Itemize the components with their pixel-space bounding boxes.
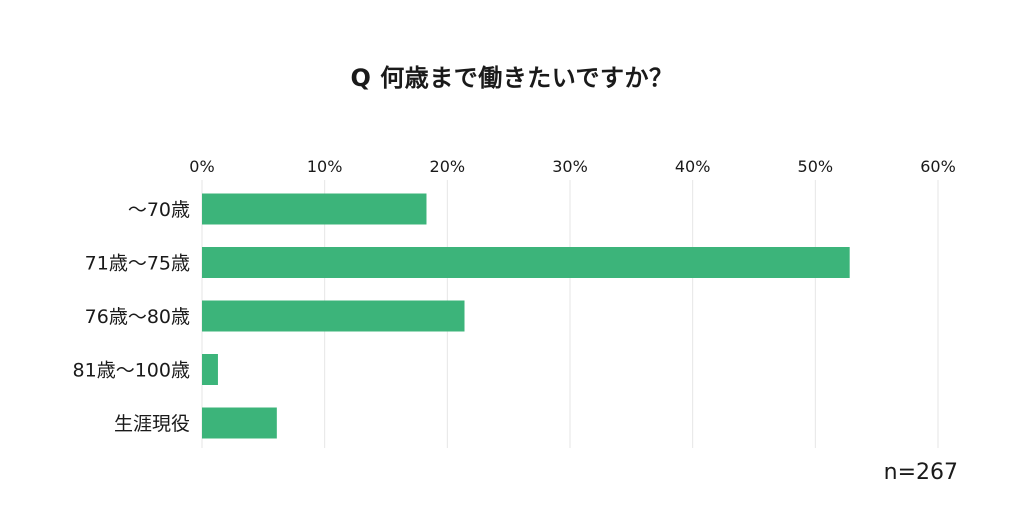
category-label: 生涯現役 xyxy=(114,413,190,435)
category-label: 76歳〜80歳 xyxy=(85,306,190,328)
x-tick-label: 0% xyxy=(189,157,214,176)
category-label: 71歳〜75歳 xyxy=(85,253,190,275)
bar xyxy=(202,407,277,439)
category-label: 〜70歳 xyxy=(128,199,190,221)
x-tick-label: 30% xyxy=(552,157,588,176)
x-axis-ticks: 0% 10% 20% 30% 40% 50% 60% xyxy=(189,157,955,176)
bar xyxy=(202,354,218,385)
bar xyxy=(202,247,850,278)
bar xyxy=(202,300,465,332)
bar xyxy=(202,193,427,225)
x-tick-label: 10% xyxy=(307,157,343,176)
chart-title: Q 何歳まで働きたいですか？ xyxy=(350,64,674,92)
sample-size-note: n=267 xyxy=(883,460,958,485)
category-label: 81歳〜100歳 xyxy=(73,360,190,382)
bars xyxy=(202,193,850,439)
x-tick-label: 50% xyxy=(798,157,834,176)
x-tick-label: 60% xyxy=(920,157,956,176)
x-tick-label: 40% xyxy=(675,157,711,176)
x-tick-label: 20% xyxy=(430,157,466,176)
